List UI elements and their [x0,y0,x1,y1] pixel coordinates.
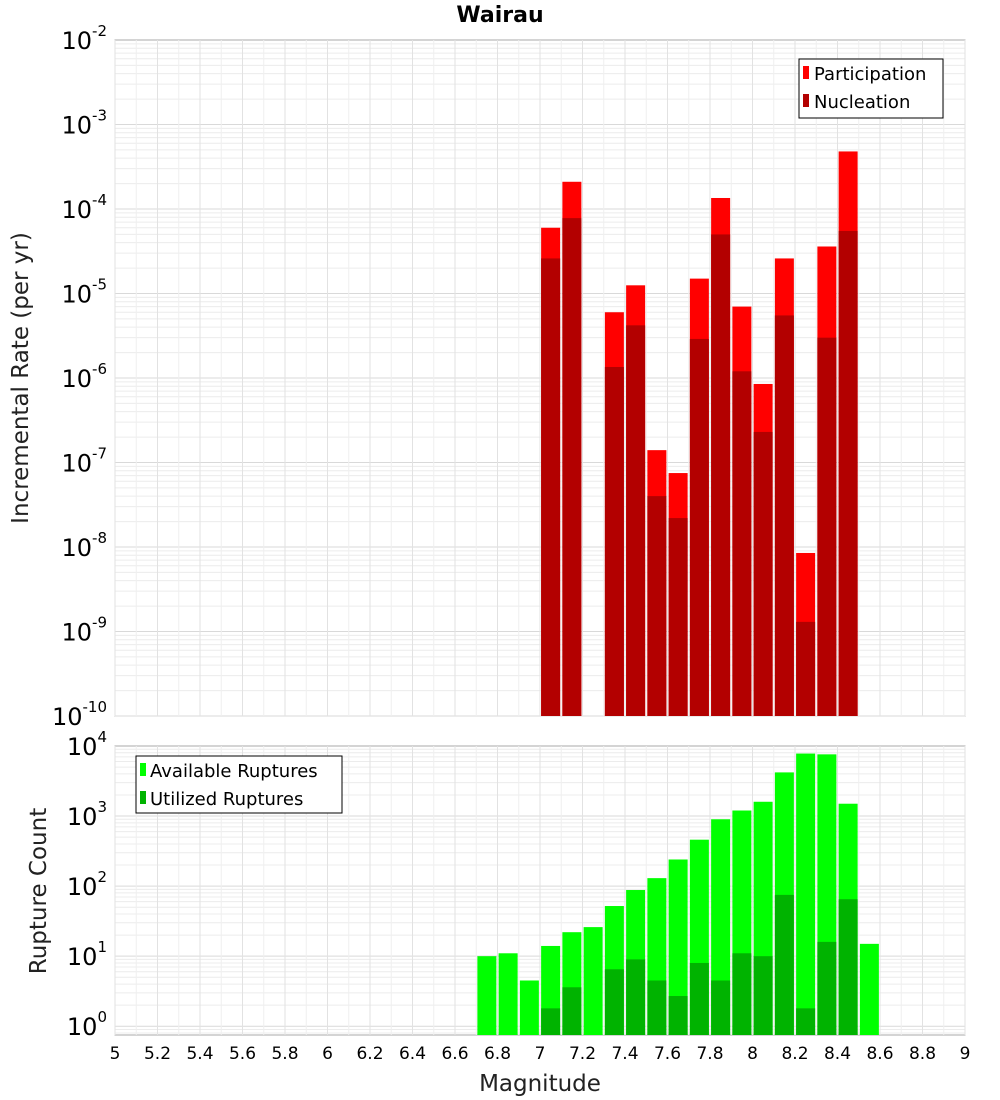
top-y-tick-label: 10-4 [61,191,107,224]
x-tick-label: 5.6 [229,1044,256,1064]
bottom-bar-1-7 [626,959,646,1035]
bottom-bar-1-8 [647,980,667,1035]
top-y-tick-label: 10-7 [61,445,107,478]
bottom-bar-1-17 [838,899,858,1035]
x-tick-label: 7.8 [696,1044,723,1064]
top-bar-1-2 [604,366,624,716]
bottom-bar-1-10 [689,962,709,1035]
x-tick-label: 7.4 [611,1044,638,1064]
x-axis-label: Magnitude [479,1071,601,1097]
legend-label-available: Available Ruptures [150,761,318,782]
top-y-tick-label: 10-9 [61,614,107,647]
top-bar-1-6 [689,338,709,716]
x-tick-label: 8.2 [781,1044,808,1064]
bottom-y-axis-label: Rupture Count [26,808,52,974]
bottom-bar-1-14 [774,894,794,1035]
top-bar-1-10 [774,315,794,716]
top-bars [541,151,858,717]
legend-label-utilized: Utilized Ruptures [150,789,303,810]
top-y-tick-label: 10-2 [61,22,107,55]
top-y-tick-label: 10-10 [52,698,107,731]
top-bar-1-12 [817,337,837,716]
bottom-y-tick-label: 102 [67,868,107,901]
bottom-bar-0-9 [668,859,688,1035]
top-y-tick-label: 10-5 [61,276,107,309]
top-bar-1-1 [562,218,582,716]
bottom-bar-0-0 [477,956,497,1035]
bottom-bars [477,753,879,1035]
bottom-y-tick-label: 104 [67,728,107,761]
top-legend-box [798,58,944,119]
x-tick-label: 7.2 [569,1044,596,1064]
top-bar-1-13 [838,230,858,717]
legend-swatch-participation [803,66,809,79]
bottom-bar-1-13 [753,956,773,1035]
top-grid [114,40,966,717]
top-y-tick-label: 10-6 [61,360,107,393]
top-bar-1-8 [732,371,752,716]
bottom-bar-1-12 [732,953,752,1035]
bottom-bar-0-18 [859,943,879,1035]
bottom-y-ticks: 100 101 102 103 104 [67,728,107,1041]
x-tick-label: 6.6 [441,1044,468,1064]
top-bar-1-5 [668,518,688,716]
legend-label-nucleation: Nucleation [814,92,910,113]
top-bar-1-3 [626,325,646,716]
x-tick-label: 5 [110,1044,121,1064]
top-y-ticks: 10-10 10-9 10-8 10-7 10-6 10-5 10-4 10-3 10-2 [52,22,107,731]
bottom-y-tick-label: 101 [67,938,107,971]
bottom-bar-1-15 [796,1008,816,1035]
top-bar-1-0 [541,258,561,716]
bottom-legend: Available Ruptures Utilized Ruptures [135,755,343,814]
bottom-bar-1-11 [711,980,731,1035]
x-tick-label: 6.2 [356,1044,383,1064]
bottom-bar-0-1 [498,953,518,1035]
bottom-bar-1-6 [604,969,624,1035]
bottom-bar-1-9 [668,996,688,1035]
bottom-bar-0-2 [519,980,539,1035]
bottom-y-tick-label: 100 [67,1008,107,1041]
legend-swatch-nucleation [803,94,809,107]
x-tick-label: 8 [747,1044,758,1064]
bottom-bar-1-3 [541,1008,561,1035]
x-tick-label: 9 [960,1044,971,1064]
x-tick-label: 7 [535,1044,546,1064]
top-bar-1-7 [711,234,731,717]
bottom-y-tick-label: 103 [67,798,107,831]
top-y-axis-label: Incremental Rate (per yr) [8,232,34,524]
bottom-panel: 100 101 102 103 104 5 5.2 5.4 5.6 5.8 6 6.2 6.4 6.6 6… [26,728,970,1097]
x-tick-label: 5.2 [144,1044,171,1064]
top-legend: Participation Nucleation [798,58,944,119]
chart-title: Wairau [456,3,543,28]
bottom-bar-1-16 [817,941,837,1035]
top-panel: 10-10 10-9 10-8 10-7 10-6 10-5 10-4 10-3 10-2 In… [8,22,966,731]
bottom-bar-0-5 [583,927,603,1035]
x-tick-label: 5.8 [271,1044,298,1064]
bottom-bar-0-15 [796,753,816,1035]
legend-swatch-available [140,763,146,776]
legend-label-participation: Participation [814,64,926,85]
x-tick-label: 8.8 [909,1044,936,1064]
top-y-tick-label: 10-3 [61,107,107,140]
x-tick-label: 6.8 [484,1044,511,1064]
top-bar-1-9 [753,431,773,716]
x-tick-label: 5.4 [186,1044,213,1064]
x-tick-label: 8.6 [866,1044,893,1064]
top-y-tick-label: 10-8 [61,529,107,562]
x-tick-label: 6.4 [399,1044,426,1064]
x-tick-label: 8.4 [824,1044,851,1064]
x-tick-labels: 5 5.2 5.4 5.6 5.8 6 6.2 6.4 6.6 6.8 7 7.2 7.4 7.6 7.8 8… [110,1044,971,1064]
x-tick-label: 6 [322,1044,333,1064]
bottom-legend-box [135,755,343,814]
bottom-bar-1-4 [562,987,582,1035]
legend-swatch-utilized [140,791,146,804]
top-bar-1-11 [796,621,816,716]
top-bar-1-4 [647,496,667,716]
x-tick-label: 7.6 [654,1044,681,1064]
